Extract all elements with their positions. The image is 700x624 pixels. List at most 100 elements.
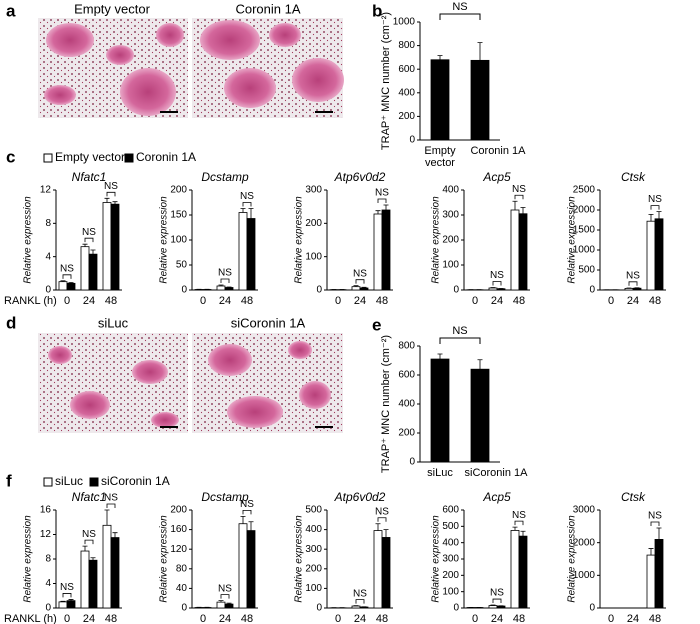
error-bar bbox=[68, 599, 74, 601]
bar bbox=[351, 605, 361, 609]
significance-bracket bbox=[514, 194, 524, 200]
y-tick-label: 2000 bbox=[573, 205, 596, 216]
bar bbox=[216, 601, 226, 609]
x-tick-label: 48 bbox=[105, 295, 117, 307]
y-tick-label: 0 bbox=[316, 285, 322, 296]
y-tick-label: 1000 bbox=[573, 570, 596, 581]
bar bbox=[80, 246, 90, 291]
significance-bracket bbox=[220, 278, 230, 283]
x-tick-label: 0 bbox=[64, 295, 70, 307]
y-axis-label: Relative expression bbox=[431, 515, 442, 603]
significance-bracket bbox=[84, 539, 94, 545]
bar bbox=[488, 287, 498, 291]
error-bar bbox=[490, 287, 496, 288]
y-tick-label: 40 bbox=[176, 583, 188, 594]
significance-label: NS bbox=[104, 493, 118, 504]
y-tick-label: 200 bbox=[170, 185, 187, 196]
bar bbox=[246, 530, 256, 609]
error-bar bbox=[104, 509, 110, 526]
error-bar bbox=[60, 600, 66, 602]
x-tick-label: Coronin 1A bbox=[470, 145, 526, 157]
bar bbox=[496, 605, 506, 609]
bar bbox=[66, 282, 76, 291]
y-tick-label: 200 bbox=[442, 235, 459, 246]
bar bbox=[102, 202, 112, 291]
y-tick-label: 2000 bbox=[573, 537, 596, 548]
x-tick-label: 48 bbox=[649, 295, 661, 307]
significance-label: NS bbox=[240, 191, 254, 202]
x-tick-label: 0 bbox=[472, 295, 478, 307]
y-tick-label: 160 bbox=[170, 524, 187, 535]
x-tick-label: 48 bbox=[241, 295, 253, 307]
x-tick-label: 24 bbox=[354, 295, 366, 307]
y-tick-label: 500 bbox=[578, 265, 595, 276]
error-bar bbox=[353, 285, 359, 287]
error-bar bbox=[656, 527, 662, 540]
bar bbox=[470, 59, 490, 141]
y-tick-label: 0 bbox=[453, 285, 459, 296]
y-tick-label: 1500 bbox=[573, 225, 596, 236]
x-tick-label: 24 bbox=[627, 295, 639, 307]
y-tick-label: 100 bbox=[170, 235, 187, 246]
x-axis-label: RANKL (h) bbox=[4, 295, 57, 307]
micrograph bbox=[192, 18, 344, 118]
significance-label: NS bbox=[60, 263, 74, 274]
y-tick-label: 0 bbox=[181, 285, 187, 296]
significance-label: NS bbox=[218, 268, 232, 279]
significance-bracket bbox=[242, 509, 252, 515]
micrograph bbox=[38, 333, 188, 433]
legend-swatch bbox=[43, 153, 53, 163]
y-tick-label: 12 bbox=[40, 185, 52, 196]
error-bar bbox=[512, 200, 518, 210]
y-tick-label: 0 bbox=[409, 135, 415, 146]
bar bbox=[88, 559, 98, 609]
y-axis-label: Relative expression bbox=[567, 515, 578, 603]
y-tick-label: 80 bbox=[176, 563, 188, 574]
bar bbox=[510, 530, 520, 609]
bar bbox=[224, 603, 234, 609]
y-tick-label: 200 bbox=[398, 428, 415, 439]
y-tick-label: 120 bbox=[170, 544, 187, 555]
significance-label: NS bbox=[240, 499, 254, 510]
panel-label: d bbox=[6, 313, 16, 332]
y-tick-label: 200 bbox=[305, 563, 322, 574]
significance-label: NS bbox=[648, 194, 662, 205]
error-bar bbox=[437, 353, 443, 360]
significance-bracket bbox=[377, 517, 387, 522]
significance-label: NS bbox=[375, 188, 389, 199]
x-tick-label: siCoronin 1A bbox=[464, 467, 528, 479]
y-tick-label: 0 bbox=[45, 285, 51, 296]
bar bbox=[80, 550, 90, 609]
error-bar bbox=[520, 207, 526, 214]
panel-label: e bbox=[372, 315, 381, 334]
image-label: Coronin 1A bbox=[235, 1, 300, 16]
chart-title: Atp6v0d2 bbox=[334, 170, 386, 184]
chart-title: Ctsk bbox=[621, 490, 646, 504]
y-tick-label: 500 bbox=[305, 505, 322, 516]
significance-label: NS bbox=[490, 270, 504, 281]
error-bar bbox=[218, 600, 224, 603]
error-bar bbox=[477, 359, 483, 370]
micrograph bbox=[38, 18, 188, 118]
bar bbox=[624, 287, 634, 291]
legend-label: siLuc bbox=[55, 474, 83, 488]
y-tick-label: 300 bbox=[305, 185, 322, 196]
significance-bracket bbox=[106, 503, 116, 508]
y-tick-label: 16 bbox=[40, 505, 52, 516]
y-tick-label: 400 bbox=[442, 185, 459, 196]
significance-label: NS bbox=[353, 268, 367, 279]
bar bbox=[238, 523, 248, 609]
y-axis-label: Relative expression bbox=[159, 196, 170, 284]
bar bbox=[510, 209, 520, 291]
error-bar bbox=[90, 557, 96, 561]
panel-label: f bbox=[6, 471, 12, 490]
y-tick-label: 100 bbox=[442, 586, 459, 597]
chart-title: Nfatc1 bbox=[72, 490, 107, 504]
y-tick-label: 300 bbox=[305, 544, 322, 555]
legend-swatch bbox=[124, 153, 134, 163]
y-tick-label: 4 bbox=[45, 578, 51, 589]
error-bar bbox=[248, 521, 254, 531]
significance-label: NS bbox=[82, 227, 96, 238]
micrograph bbox=[192, 333, 343, 433]
